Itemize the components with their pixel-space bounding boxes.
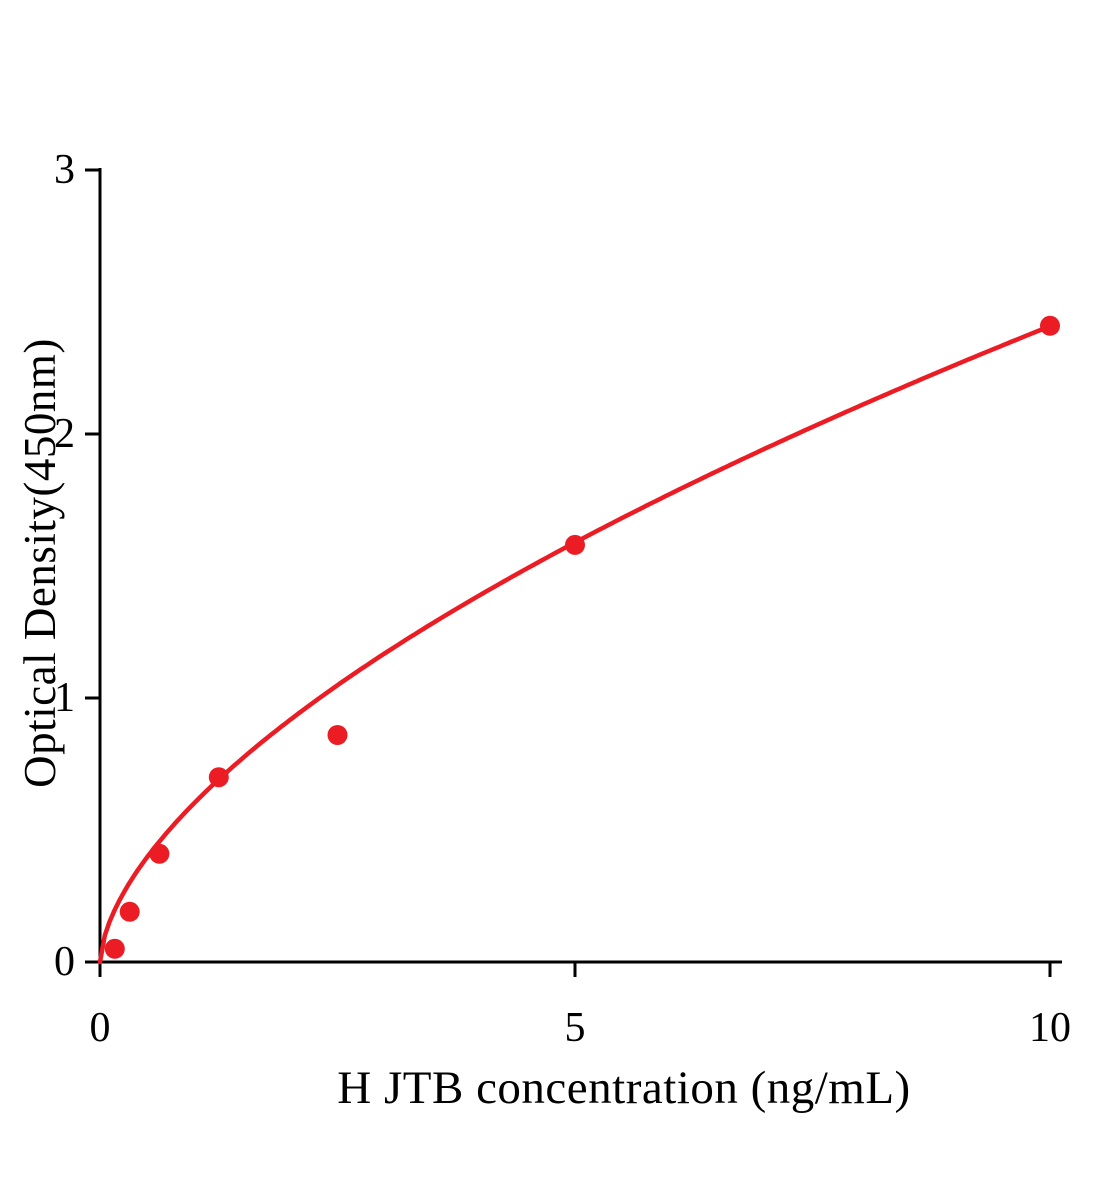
data-point (119, 901, 140, 922)
data-point (208, 767, 229, 788)
data-point (565, 534, 585, 555)
x-tick-label: 0 (90, 1005, 111, 1051)
y-tick-label: 0 (54, 939, 75, 985)
data-point (327, 725, 348, 745)
data-point (1040, 315, 1060, 336)
fit-curve (97, 323, 1053, 965)
y-tick-label: 2 (54, 411, 75, 457)
y-axis-title: Optical Density(450nm) (15, 338, 65, 788)
x-axis-title: H JTB concentration (ng/mL) (337, 1062, 911, 1114)
x-tick-label: 5 (565, 1005, 586, 1051)
data-point (149, 843, 170, 864)
x-tick-label: 10 (1029, 1005, 1071, 1051)
data-point (104, 938, 125, 959)
y-tick-label: 3 (54, 147, 75, 193)
y-tick-label: 1 (54, 675, 75, 721)
